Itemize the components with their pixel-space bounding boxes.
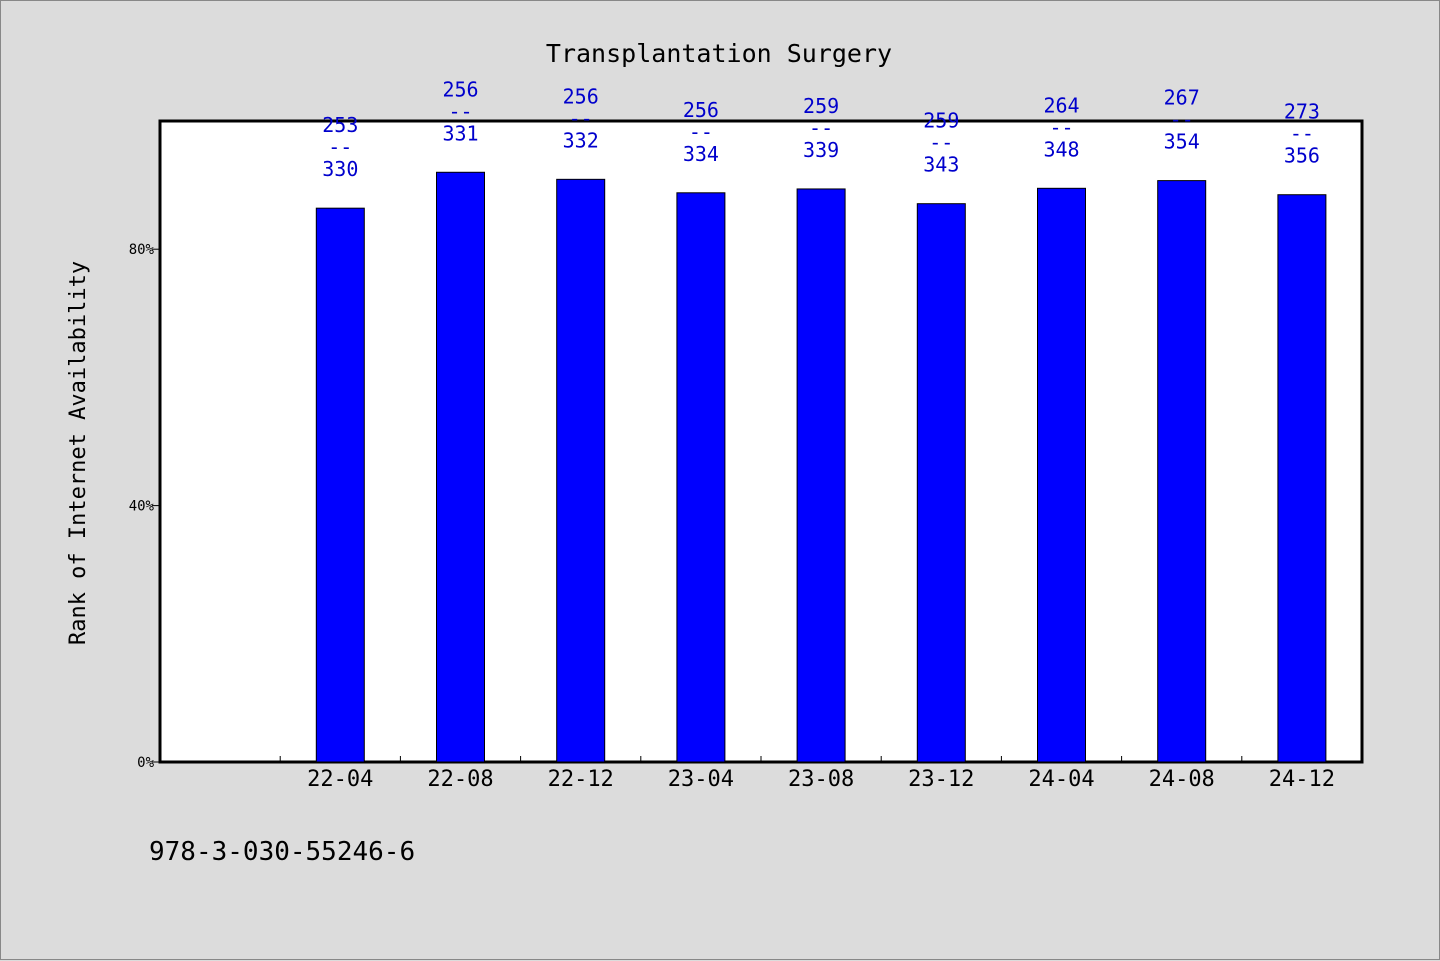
y-axis-label: Rank of Internet Availability <box>66 261 91 645</box>
bar-label: 331 <box>442 121 478 145</box>
bar <box>556 178 606 763</box>
x-tick-label: 23-04 <box>668 767 734 792</box>
bar-label: 273 <box>1284 100 1320 124</box>
y-tick-label: 0% <box>137 755 154 771</box>
bar-labels-group: 253--330256--331256--332256--334259--339… <box>322 77 1320 181</box>
bar <box>1037 187 1086 763</box>
x-tick-label: 23-12 <box>908 767 974 792</box>
isbn-text: 978-3-030-55246-6 <box>149 837 416 867</box>
bar-label: 259 <box>923 109 959 133</box>
x-tick-label: 24-04 <box>1028 767 1094 792</box>
bar-label-separator: -- <box>1290 122 1314 146</box>
y-axis: 0% 40% 80% <box>129 242 160 771</box>
bar <box>1157 180 1207 763</box>
x-tick-label: 24-08 <box>1149 767 1215 792</box>
x-tick-label: 22-08 <box>427 767 493 792</box>
bar <box>1277 194 1327 763</box>
x-tick-label: 23-08 <box>788 767 854 792</box>
bar-label: 343 <box>923 153 959 177</box>
bar-label-separator: -- <box>1049 115 1073 139</box>
bar <box>315 207 365 763</box>
bar-label: 259 <box>803 94 839 118</box>
bar <box>916 203 966 763</box>
bar-label-separator: -- <box>1170 108 1194 132</box>
bar-label: 253 <box>322 113 358 137</box>
bar-label: 334 <box>683 142 719 166</box>
bar-label-separator: -- <box>448 99 472 123</box>
bar-label: 332 <box>563 128 599 152</box>
bar-label-separator: -- <box>809 116 833 140</box>
bar-label: 356 <box>1284 144 1320 168</box>
bar-label-separator: -- <box>569 106 593 130</box>
bar <box>436 171 485 763</box>
bar-label: 339 <box>803 138 839 162</box>
bar-label: 264 <box>1043 93 1079 117</box>
bar-label: 354 <box>1164 130 1200 154</box>
y-tick-label: 80% <box>129 242 155 258</box>
bar-label: 348 <box>1043 137 1079 161</box>
bars-group <box>315 171 1327 763</box>
y-tick-label: 40% <box>129 499 155 515</box>
bar-label: 256 <box>683 98 719 122</box>
bar-label: 267 <box>1164 86 1200 110</box>
bar-label: 256 <box>442 77 478 101</box>
chart-title: Transplantation Surgery <box>546 39 892 68</box>
bar-label-separator: -- <box>929 131 953 155</box>
bar-label-separator: -- <box>689 120 713 144</box>
x-tick-label: 22-12 <box>548 767 614 792</box>
x-axis: 22-04 22-08 22-12 23-04 23-08 23-12 24-04 24-08… <box>279 756 1335 792</box>
bar-label: 256 <box>563 84 599 108</box>
x-tick-label: 22-04 <box>307 767 373 792</box>
bar-label-separator: -- <box>328 135 352 159</box>
bar <box>676 192 726 763</box>
x-tick-label: 24-12 <box>1269 767 1335 792</box>
bar-label: 330 <box>322 157 358 181</box>
bar <box>796 188 846 763</box>
